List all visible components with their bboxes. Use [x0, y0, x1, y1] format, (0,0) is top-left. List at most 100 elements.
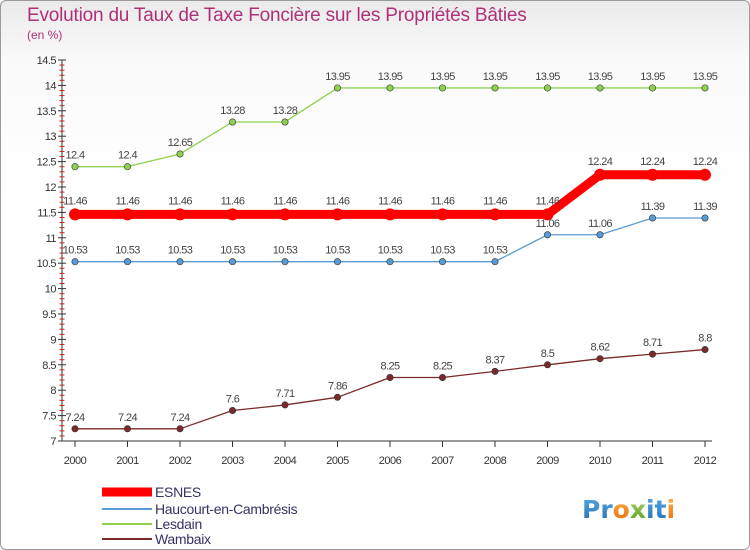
data-point	[176, 425, 184, 433]
data-point	[701, 84, 709, 92]
legend-item-lesdain: Lesdain	[102, 516, 202, 532]
data-point	[174, 208, 186, 221]
data-label: 13.95	[430, 71, 455, 83]
data-point	[596, 231, 604, 239]
data-point	[281, 258, 289, 266]
data-point	[699, 168, 711, 181]
data-label: 10.53	[220, 245, 245, 257]
data-point	[71, 258, 79, 266]
data-label: 10.53	[168, 245, 193, 257]
data-label: 8.37	[485, 354, 504, 366]
y-tick-label: 12.5	[37, 157, 57, 169]
data-point	[594, 168, 606, 181]
data-label: 11.06	[588, 218, 612, 230]
legend-label: ESNES	[155, 484, 201, 500]
data-label: 10.53	[430, 245, 455, 257]
data-label: 12.24	[640, 156, 665, 168]
data-label: 13.28	[220, 105, 245, 117]
x-tick-label: 2003	[221, 455, 244, 467]
legend-item-esnes: ESNES	[102, 484, 201, 500]
y-tick-label: 14	[45, 80, 57, 92]
data-point	[543, 231, 551, 239]
x-tick-label: 2005	[326, 455, 349, 467]
y-tick-label: 12	[45, 182, 57, 194]
data-point	[543, 84, 551, 92]
data-label: 10.53	[378, 245, 403, 257]
data-point	[543, 361, 551, 369]
data-label: 11.39	[693, 201, 717, 213]
data-point	[124, 163, 132, 171]
data-label: 11.06	[536, 218, 560, 230]
data-label: 11.46	[221, 195, 245, 207]
data-point	[491, 84, 499, 92]
data-point	[176, 150, 184, 158]
y-tick-label: 11	[46, 233, 57, 245]
data-label: 11.46	[378, 195, 402, 207]
data-label: 11.46	[431, 195, 455, 207]
axes: 7 7.5 8 8.5 9 9.5 10 10.5 11 11.5 12 12.5 13 13.5 14 14…	[37, 55, 718, 467]
data-point	[124, 425, 132, 433]
data-label: 13.28	[273, 105, 298, 117]
x-tick-label: 2010	[589, 455, 612, 467]
data-label: 11.46	[536, 195, 560, 207]
logo-letter: r	[600, 495, 613, 524]
data-label: 8.62	[590, 342, 609, 354]
data-label: 10.53	[325, 245, 350, 257]
y-tick-label: 8	[50, 385, 56, 397]
data-label: 11.39	[641, 201, 665, 213]
data-label: 12.4	[118, 150, 137, 162]
data-label: 11.46	[273, 195, 297, 207]
unit-label: (en %)	[27, 28, 63, 42]
data-label: 7.24	[170, 412, 189, 424]
y-tick-label: 13.5	[37, 106, 57, 118]
data-point	[646, 168, 659, 181]
y-tick-label: 13	[45, 131, 57, 143]
data-label: 13.95	[378, 71, 403, 83]
data-label: 8.71	[643, 337, 662, 349]
series-haucourt-en-cambr-sis: 10.53 10.53 10.53 10.53 10.53 10.53 10.53 10.53…	[63, 201, 718, 266]
series-lesdain: 12.4 12.4 12.65 13.28 13.28 13.95 13.95 13.95 13…	[65, 71, 718, 171]
data-label: 11.46	[116, 195, 140, 207]
logo-letter: t	[655, 495, 667, 524]
y-tick-label: 7.5	[42, 411, 56, 423]
data-point	[71, 425, 79, 433]
data-label: 10.53	[115, 245, 140, 257]
data-label: 12.24	[693, 156, 718, 168]
data-label: 10.53	[273, 245, 298, 257]
logo-letter: P	[582, 495, 600, 524]
x-tick-label: 2012	[694, 455, 717, 467]
data-point	[281, 118, 289, 126]
data-point	[648, 84, 656, 92]
legend-item-wambaix: Wambaix	[102, 531, 211, 547]
data-label: 8.25	[433, 361, 452, 373]
data-label: 12.65	[168, 137, 193, 149]
data-label: 11.46	[63, 195, 87, 207]
data-point	[176, 258, 184, 266]
x-tick-label: 2002	[169, 455, 192, 467]
data-label: 13.95	[483, 71, 508, 83]
data-label: 7.24	[65, 412, 84, 424]
data-point	[333, 258, 341, 266]
data-point	[596, 84, 604, 92]
legend-label: Wambaix	[155, 531, 211, 547]
chart-title: Evolution du Taux de Taxe Foncière sur l…	[27, 5, 527, 26]
logo-letter: o	[613, 495, 630, 524]
y-tick-label: 10	[45, 284, 57, 296]
data-label: 7.24	[118, 412, 137, 424]
x-tick-label: 2000	[64, 455, 87, 467]
data-point	[386, 373, 394, 381]
y-tick-label: 9	[50, 334, 56, 346]
data-label: 12.24	[588, 156, 613, 168]
data-label: 13.95	[693, 71, 718, 83]
data-point	[596, 355, 604, 363]
data-label: 7.71	[275, 388, 294, 400]
x-tick-label: 2008	[484, 455, 507, 467]
logo-text: Proxiti	[582, 495, 675, 524]
data-point	[229, 258, 237, 266]
data-point	[701, 214, 709, 222]
data-point	[489, 208, 501, 221]
data-label: 7.86	[328, 380, 347, 392]
